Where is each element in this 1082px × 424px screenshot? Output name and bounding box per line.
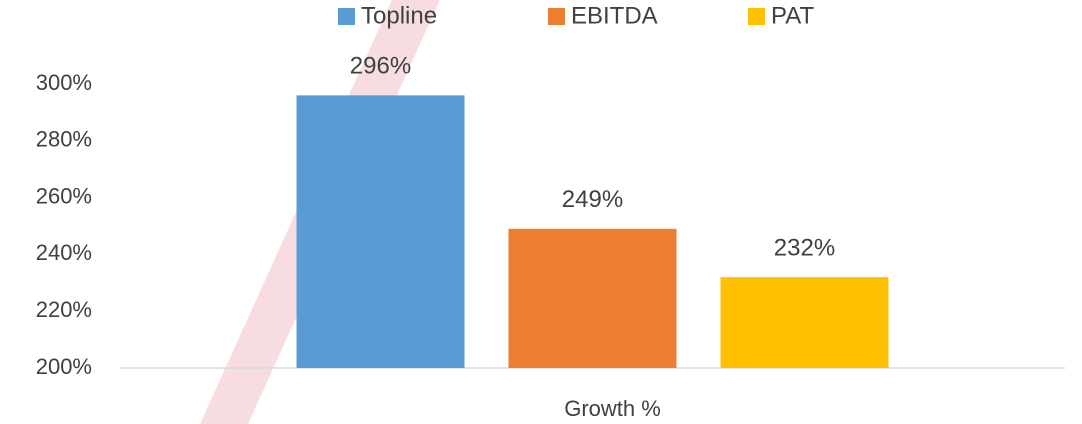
data-label: 249%	[562, 186, 623, 213]
bar	[720, 277, 889, 368]
legend-swatch	[548, 8, 565, 25]
x-tick-label: Growth %	[564, 396, 661, 421]
y-tick-label: 280%	[36, 127, 92, 152]
y-tick-label: 260%	[36, 183, 92, 208]
data-label: 232%	[774, 234, 835, 261]
legend-label: PAT	[771, 2, 814, 29]
y-tick-label: 220%	[36, 297, 92, 322]
bar	[508, 228, 677, 368]
y-tick-label: 240%	[36, 240, 92, 265]
data-label: 296%	[350, 53, 411, 80]
legend-swatch	[338, 8, 355, 25]
legend-swatch	[748, 8, 765, 25]
y-tick-label: 200%	[36, 354, 92, 379]
bar	[296, 95, 465, 369]
legend-label: Topline	[361, 2, 437, 29]
y-tick-label: 300%	[36, 70, 92, 95]
legend-label: EBITDA	[571, 2, 658, 29]
